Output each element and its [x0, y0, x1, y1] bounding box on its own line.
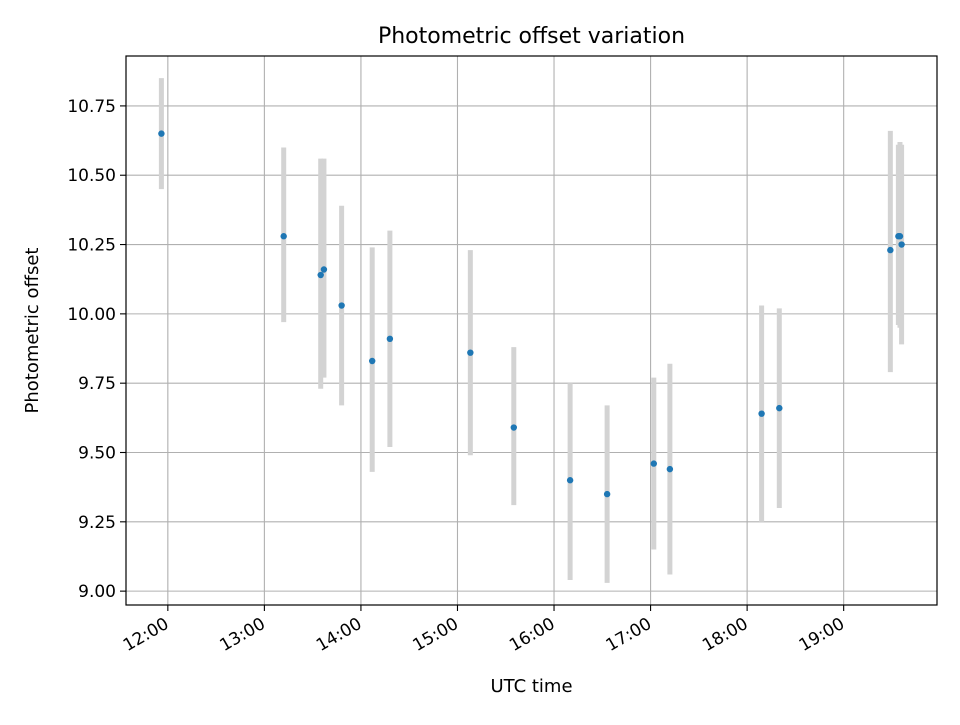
y-tick-label: 10.25	[67, 236, 116, 256]
data-point	[603, 490, 611, 498]
data-point	[776, 404, 783, 412]
y-tick-label: 10.75	[67, 97, 116, 117]
y-tick-label: 9.75	[78, 374, 116, 394]
y-tick-label: 9.25	[78, 513, 116, 533]
chart-title: Photometric offset variation	[378, 24, 685, 49]
data-point	[386, 335, 394, 343]
y-tick-label: 9.50	[78, 444, 116, 464]
data-point	[320, 266, 328, 273]
data-points	[158, 130, 905, 498]
data-point	[368, 357, 376, 365]
data-point	[666, 465, 674, 473]
data-point	[338, 302, 345, 309]
grid	[126, 56, 937, 605]
data-point	[317, 271, 324, 279]
data-point	[280, 233, 287, 240]
data-point	[758, 410, 765, 417]
y-axis-label: Photometric offset	[22, 248, 43, 414]
data-point	[467, 349, 474, 356]
x-axis-label: UTC time	[490, 676, 572, 697]
data-point	[898, 241, 905, 248]
data-point	[158, 130, 165, 137]
data-point	[896, 233, 904, 240]
data-point	[887, 246, 894, 254]
y-tick-label: 9.00	[78, 582, 116, 602]
data-point	[566, 477, 574, 484]
y-tick-label: 10.50	[67, 166, 116, 186]
y-axis-ticks: 9.00 9.25 9.50 9.75 10.00 10.25 10.50 10.75	[67, 97, 126, 602]
y-tick-label: 10.00	[67, 305, 116, 325]
data-point	[510, 424, 517, 431]
plot-frame	[125, 55, 938, 606]
data-point	[650, 460, 657, 467]
